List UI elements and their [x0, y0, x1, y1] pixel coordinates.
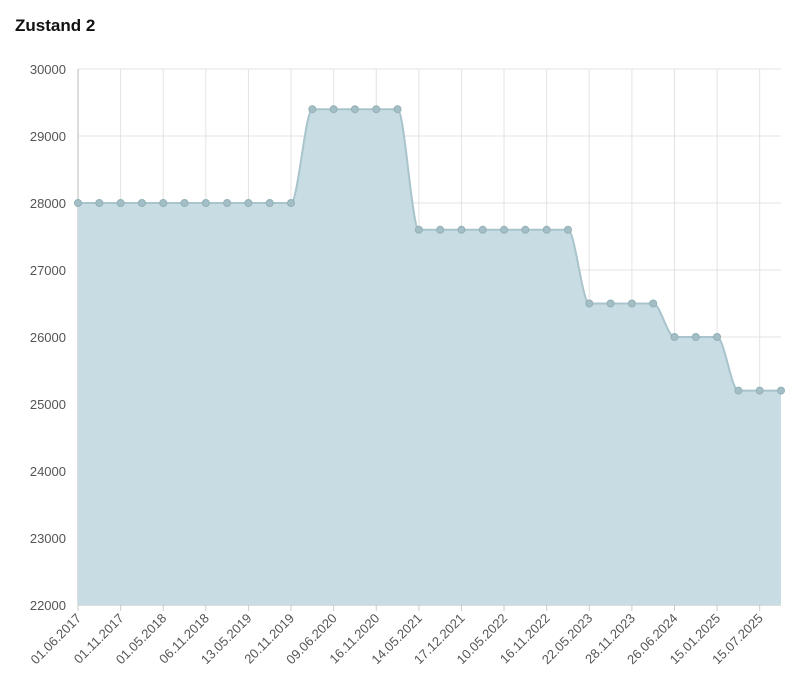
point — [585, 299, 594, 308]
point — [74, 199, 82, 207]
point — [201, 199, 210, 207]
point — [137, 199, 146, 207]
point — [734, 386, 743, 395]
point — [627, 299, 636, 308]
line — [78, 108, 781, 392]
y-tick-label: 29000 — [30, 129, 66, 144]
point — [393, 105, 402, 114]
point — [159, 199, 168, 207]
y-tick-label: 28000 — [30, 196, 66, 211]
point — [244, 199, 253, 207]
point — [414, 225, 423, 234]
point — [713, 333, 722, 341]
point — [542, 225, 551, 234]
y-tick-label: 23000 — [30, 531, 66, 546]
point — [287, 199, 296, 207]
point — [350, 105, 359, 114]
chart-title: Zustand 2 — [15, 16, 95, 35]
point — [606, 299, 615, 308]
point — [95, 199, 104, 207]
point — [777, 386, 785, 395]
point — [521, 225, 530, 234]
point — [116, 199, 125, 207]
y-tick-label: 24000 — [30, 464, 66, 479]
point — [436, 225, 445, 234]
y-tick-label: 27000 — [30, 263, 66, 278]
point — [649, 299, 658, 308]
point — [500, 225, 509, 234]
point — [478, 225, 487, 234]
point — [372, 105, 381, 114]
y-tick-label: 25000 — [30, 397, 66, 412]
point — [563, 225, 572, 234]
area — [78, 109, 781, 605]
point — [180, 199, 189, 207]
point — [308, 105, 317, 114]
point — [457, 225, 466, 234]
point — [329, 105, 338, 114]
point — [265, 199, 274, 207]
y-tick-label: 26000 — [30, 330, 66, 345]
point — [755, 386, 764, 395]
point — [223, 199, 232, 207]
point — [670, 333, 679, 341]
y-tick-label: 22000 — [30, 598, 66, 613]
point — [691, 333, 700, 341]
y-tick-label: 30000 — [30, 62, 66, 77]
